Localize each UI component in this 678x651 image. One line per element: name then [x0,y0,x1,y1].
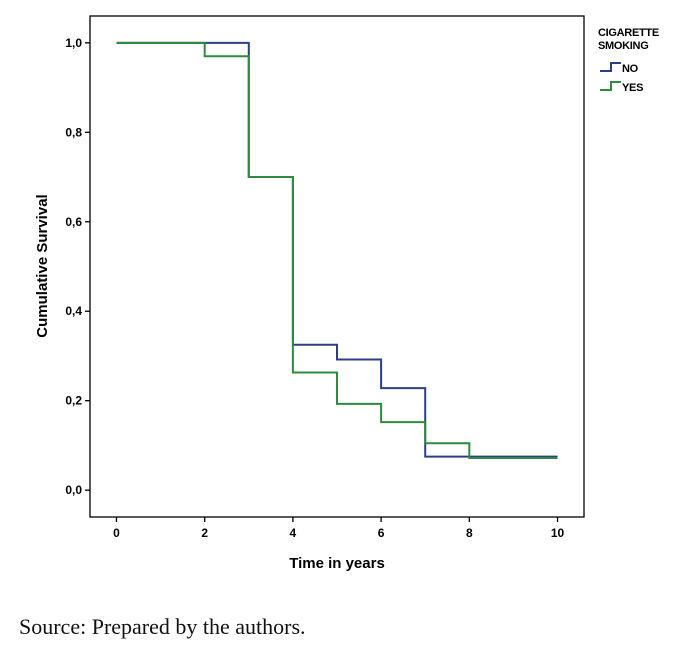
legend-title-line-2: SMOKING [598,40,648,52]
survival-chart: 0,0 0,2 0,4 0,6 0,8 1,0 0 2 4 6 8 10 Cumulative Su… [34,15,659,572]
legend: CIGARETTE SMOKING NO YES [598,27,659,94]
legend-label-no: NO [622,63,639,75]
source-caption: Source: Prepared by the authors. [19,614,306,639]
y-tick-label: 0,0 [65,483,82,497]
y-tick-label: 0,2 [65,394,82,408]
x-axis-ticks: 0 2 4 6 8 10 [113,517,565,540]
y-tick-label: 0,6 [65,215,82,229]
series-line-yes [116,41,558,459]
y-tick-label: 0,8 [65,125,82,139]
legend-entries: NO YES [600,62,643,94]
x-tick-label: 8 [466,526,473,540]
legend-title-line-1: CIGARETTE [598,27,659,39]
x-tick-label: 2 [201,526,208,540]
y-tick-label: 0,4 [65,304,82,318]
y-tick-label: 1,0 [65,36,82,50]
series-lines [116,41,558,459]
x-tick-label: 10 [551,526,565,540]
y-axis-title: Cumulative Survival [34,194,51,337]
legend-symbol-yes [600,81,621,91]
x-tick-label: 4 [290,526,297,540]
plot-frame [89,15,585,518]
legend-symbol-no [600,62,621,72]
y-axis-ticks: 0,0 0,2 0,4 0,6 0,8 1,0 [65,36,90,497]
x-tick-label: 6 [378,526,385,540]
x-tick-label: 0 [113,526,120,540]
x-axis-title: Time in years [289,555,385,572]
legend-label-yes: YES [622,82,643,94]
